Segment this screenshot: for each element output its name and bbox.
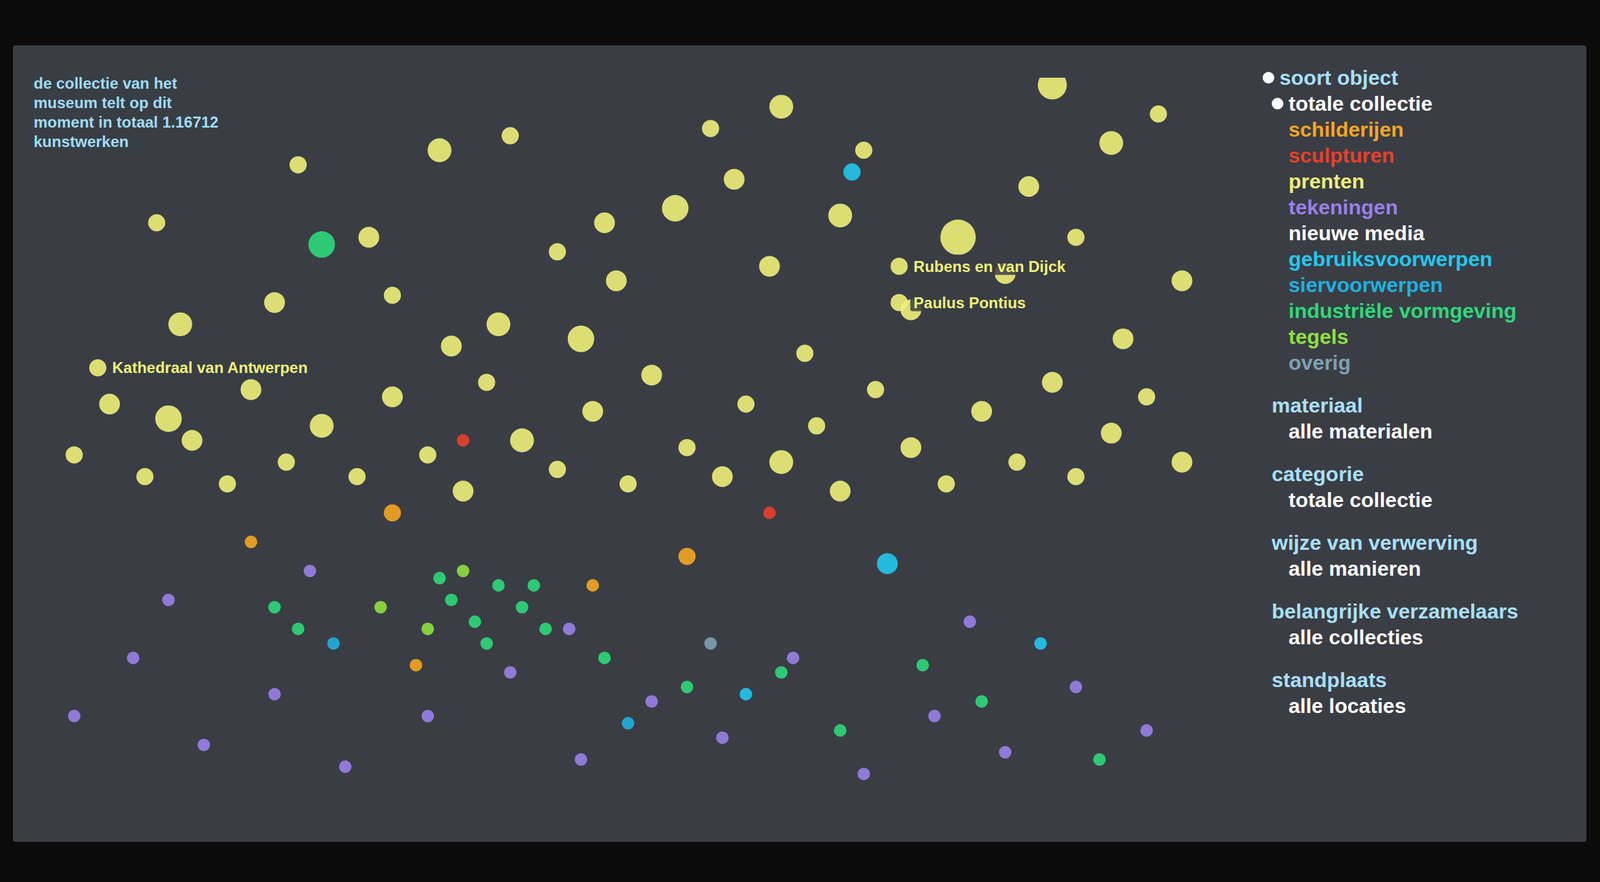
html-text:standplaats: standplaats bbox=[1271, 668, 1387, 692]
html-text:categorie: categorie bbox=[1271, 462, 1364, 486]
svg-text:Kathedraal van Antwerpen: Kathedraal van Antwerpen bbox=[112, 358, 308, 377]
svg-text:Rubens en van Dijck: Rubens en van Dijck bbox=[913, 257, 1066, 276]
html-text:alle materialen: alle materialen bbox=[1288, 419, 1433, 443]
html-text:alle collecties: alle collecties bbox=[1288, 625, 1424, 649]
html-text:alle manieren: alle manieren bbox=[1288, 556, 1421, 581]
html-text:de collectie van het museum te: de collectie van het museum telt op dit … bbox=[33, 74, 219, 151]
html-text:tegels: tegels bbox=[1288, 325, 1349, 349]
html-text:materiaal: materiaal bbox=[1271, 393, 1363, 417]
html-text:soort object: soort object bbox=[1279, 66, 1399, 90]
svg-text:Paulus Pontius: Paulus Pontius bbox=[913, 293, 1026, 312]
html-text:totale collectie: totale collectie bbox=[1288, 91, 1433, 116]
html-text:nieuwe media: nieuwe media bbox=[1288, 221, 1425, 245]
html-text:tekeningen: tekeningen bbox=[1288, 195, 1398, 219]
html-text:industriële vormgeving: industriële vormgeving bbox=[1288, 299, 1517, 323]
html-text:prenten: prenten bbox=[1288, 169, 1365, 193]
html-text:overig: overig bbox=[1288, 350, 1351, 375]
html-text:belangrijke verzamelaars: belangrijke verzamelaars bbox=[1271, 599, 1519, 623]
html-text:alle locaties: alle locaties bbox=[1288, 694, 1407, 718]
html-text:siervoorwerpen: siervoorwerpen bbox=[1288, 273, 1443, 297]
html-text:wijze van verwerving: wijze van verwerving bbox=[1271, 530, 1478, 555]
html-text:gebruiksvoorwerpen: gebruiksvoorwerpen bbox=[1288, 247, 1493, 271]
html-text:totale collectie: totale collectie bbox=[1288, 488, 1433, 512]
html-text:sculpturen: sculpturen bbox=[1288, 143, 1395, 168]
html-text:schilderijen: schilderijen bbox=[1288, 117, 1404, 142]
